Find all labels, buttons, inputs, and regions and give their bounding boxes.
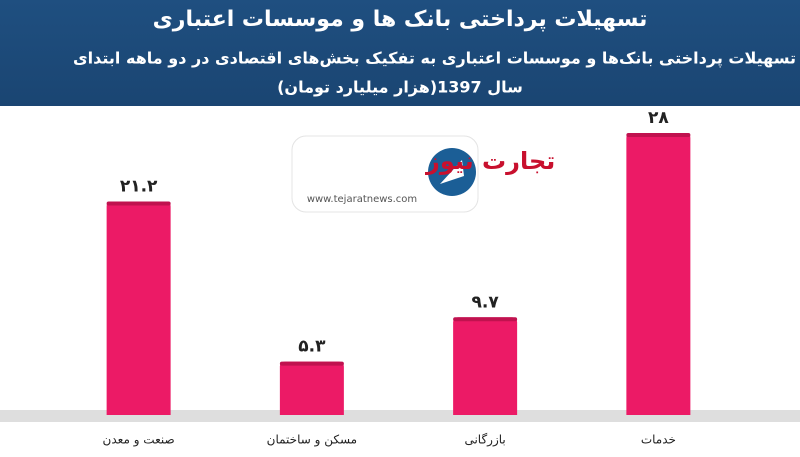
bar xyxy=(453,317,518,415)
bar xyxy=(279,361,344,415)
logo-url: www.tejaratnews.com xyxy=(307,194,417,205)
chart-subtitle: سال 1397(هزار میلیارد تومان) xyxy=(277,78,523,97)
x-tick-label: مسکن و ساختمان xyxy=(267,433,357,448)
data-label: ۹.۷ xyxy=(472,292,500,312)
chart-title: تسهیلات پرداختی بانک ها و موسسات اعتباری xyxy=(153,7,648,32)
bar xyxy=(106,201,171,415)
header-band xyxy=(0,0,800,106)
x-tick-label: صنعت و معدن xyxy=(103,433,175,448)
bar-cap xyxy=(626,133,691,137)
x-tick-label: بازرگانی xyxy=(464,433,505,448)
baseline-strip xyxy=(0,410,800,422)
bar-cap xyxy=(106,201,171,206)
data-label: ۲۸ xyxy=(648,108,669,128)
bar-cap xyxy=(279,361,344,366)
logo: تجارت نیوز www.tejaratnews.com xyxy=(291,135,555,213)
chart-subtitle: تسهیلات پرداختی بانک‌ها و موسسات اعتباری… xyxy=(73,49,796,69)
x-tick-label: خدمات xyxy=(641,433,676,447)
data-label: ۵.۳ xyxy=(298,337,326,357)
logo-arrow xyxy=(440,160,464,184)
data-label: ۲۱.۲ xyxy=(120,176,158,196)
logo-box xyxy=(291,135,479,213)
bar-cap xyxy=(453,317,518,322)
logo-name: تجارت نیوز xyxy=(425,147,555,175)
bar xyxy=(626,133,691,415)
